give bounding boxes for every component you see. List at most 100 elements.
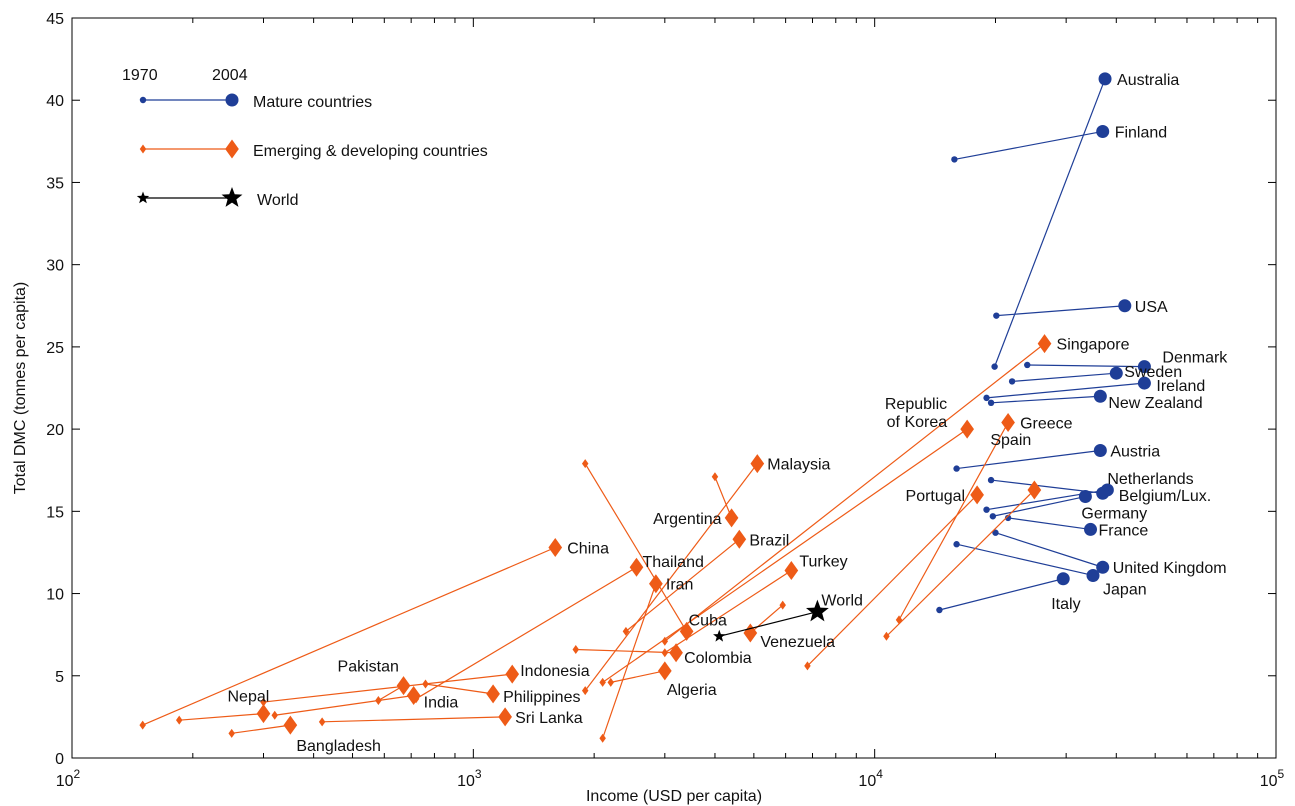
trajectory-line <box>415 566 637 700</box>
point-1970 <box>581 686 589 696</box>
point-2004 <box>724 508 739 528</box>
legend-label: World <box>257 192 299 209</box>
series-bangladesh <box>228 715 298 738</box>
legend-marker-2004 <box>225 139 239 159</box>
series-ireland <box>983 376 1151 402</box>
trajectory-line <box>142 546 556 726</box>
point-2004 <box>1086 568 1100 582</box>
point-2004 <box>1078 490 1092 504</box>
legend-year-start: 1970 <box>122 67 158 84</box>
country-label: Republic of Korea <box>885 396 947 431</box>
trajectory-line <box>719 611 818 637</box>
point-1970 <box>572 644 580 654</box>
point-1970 <box>1008 378 1016 385</box>
trajectory-line <box>425 683 494 695</box>
country-label: Iran <box>666 577 694 594</box>
point-1970 <box>989 513 997 520</box>
country-label: New Zealand <box>1108 395 1202 412</box>
trajectory-line <box>954 130 1103 161</box>
point-2004 <box>1001 413 1015 433</box>
point-2004 <box>732 529 747 549</box>
series-colombia <box>572 643 683 663</box>
y-tick-label: 0 <box>55 751 64 768</box>
point-1970 <box>936 606 943 614</box>
trajectory-line <box>994 78 1106 367</box>
country-label: Sweden <box>1124 364 1182 381</box>
point-2004 <box>1093 443 1107 457</box>
trajectory-line <box>584 463 688 632</box>
series-usa <box>993 299 1132 319</box>
series-indonesia <box>260 664 520 707</box>
point-1970 <box>992 529 999 536</box>
country-label-line: Republic <box>885 396 947 413</box>
country-label: Argentina <box>653 511 722 528</box>
trajectory-line <box>1012 372 1117 383</box>
country-label: Denmark <box>1162 350 1228 367</box>
point-1970 <box>661 636 669 646</box>
trajectory-line <box>886 489 1035 637</box>
series-spain <box>883 480 1042 641</box>
legend-marker-1970 <box>139 96 147 104</box>
y-tick-label: 35 <box>46 175 64 192</box>
country-label: Brazil <box>749 532 789 549</box>
country-label: Greece <box>1020 416 1073 433</box>
country-label-line: of Korea <box>887 414 948 431</box>
trajectory-line <box>898 422 1009 621</box>
point-2004 <box>1084 522 1098 536</box>
point-2004 <box>406 686 421 706</box>
series-sri-lanka <box>318 707 512 727</box>
point-1970 <box>983 506 990 513</box>
series-italy <box>936 572 1070 614</box>
point-1970 <box>422 679 429 689</box>
trajectory-line <box>584 463 758 691</box>
point-2004 <box>1096 560 1110 574</box>
country-label: Australia <box>1117 72 1179 89</box>
point-1970 <box>581 459 589 469</box>
series-algeria <box>607 661 672 687</box>
point-2004 <box>1056 572 1070 586</box>
point-1970 <box>175 715 183 725</box>
country-label: Japan <box>1103 581 1147 598</box>
country-label: World <box>821 593 863 610</box>
series-japan <box>953 541 1100 582</box>
point-2004 <box>1109 366 1123 380</box>
trajectory-line <box>1027 364 1145 368</box>
series-austria <box>953 443 1107 472</box>
point-2004 <box>1098 72 1112 86</box>
legend-label: Mature countries <box>253 94 372 111</box>
country-label: Austria <box>1110 443 1160 460</box>
x-tick-label: 104 <box>858 767 883 790</box>
trajectory-line <box>995 532 1103 568</box>
series-portugal <box>804 485 984 671</box>
trajectory-line <box>231 724 291 734</box>
x-tick-base: 10 <box>56 773 74 790</box>
point-2004 <box>657 661 672 681</box>
point-2004 <box>1096 124 1110 138</box>
legend-marker-2004 <box>221 187 243 207</box>
point-1970 <box>953 541 960 548</box>
country-label: Finland <box>1115 124 1167 141</box>
legend-label: Emerging & developing countries <box>253 143 488 160</box>
point-2004 <box>743 623 758 643</box>
point-2004 <box>1027 480 1042 500</box>
country-label: United Kingdom <box>1113 560 1227 577</box>
series-malaysia <box>581 454 765 696</box>
trajectory-line <box>274 694 414 716</box>
point-1970 <box>228 728 235 738</box>
y-tick-label: 10 <box>46 587 64 604</box>
trajectory-line <box>991 395 1101 404</box>
country-label: Algeria <box>667 682 717 699</box>
point-2004 <box>1096 486 1110 500</box>
point-2004 <box>1137 360 1151 374</box>
point-2004 <box>1137 376 1151 390</box>
point-2004 <box>784 561 799 581</box>
series-united-kingdom <box>992 529 1110 574</box>
point-1970 <box>987 399 995 406</box>
trajectory-line <box>322 716 506 723</box>
point-1970 <box>991 363 998 370</box>
x-tick-exponent: 4 <box>876 767 883 781</box>
country-label: Turkey <box>799 554 847 571</box>
country-label: Cuba <box>689 612 727 629</box>
country-label: Bangladesh <box>296 738 381 755</box>
point-2004 <box>548 538 563 558</box>
